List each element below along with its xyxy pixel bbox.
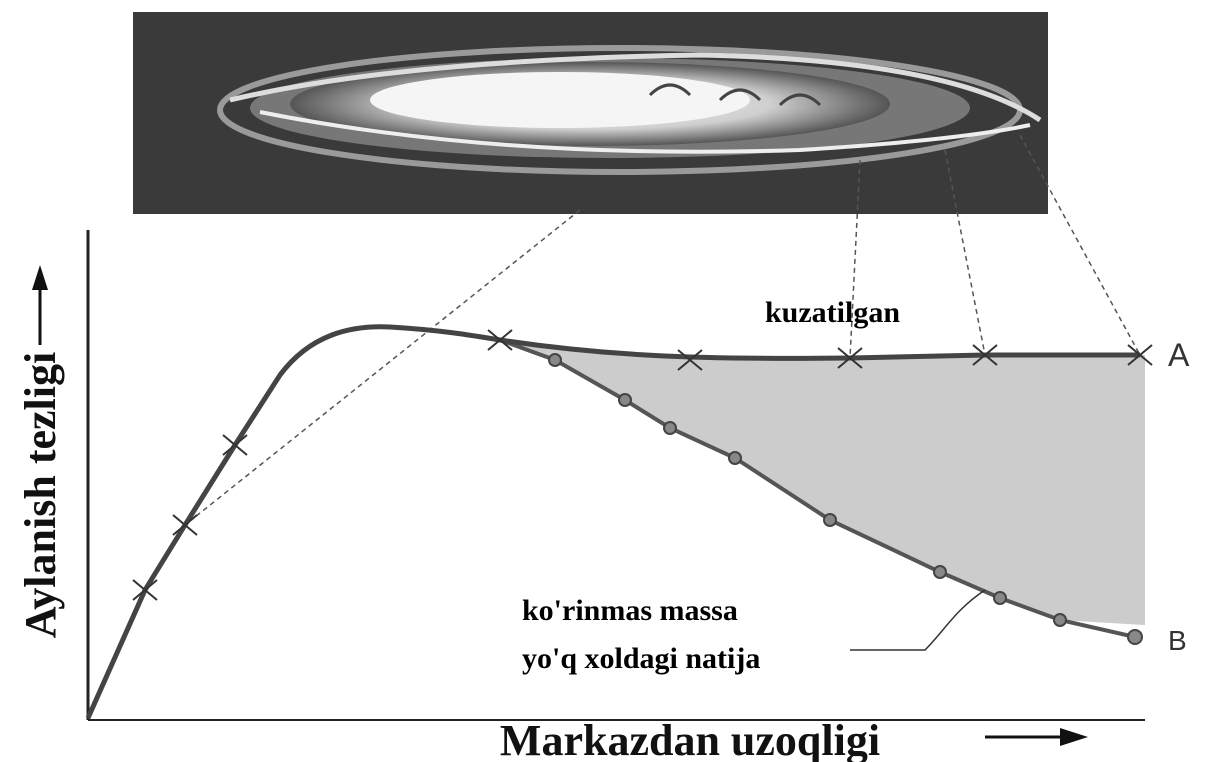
annotation-line1: ko'rinmas massa (522, 594, 738, 627)
annotation-line2: yo'q xoldagi natija (522, 642, 760, 675)
x-axis-label: Markazdan uzoqligi (500, 716, 880, 762)
curve-a-label: A (1168, 337, 1190, 373)
x-axis-arrow (985, 728, 1088, 746)
y-axis-arrow (32, 265, 48, 345)
curve-b (499, 338, 1136, 639)
observed-label: kuzatilgan (765, 296, 900, 329)
axes (86, 230, 1145, 721)
curve-a (85, 324, 1140, 720)
dark-matter-region (500, 340, 1145, 625)
y-axis-label: Aylanish tezligi (16, 352, 65, 638)
curve-b-label: B (1168, 625, 1187, 656)
galaxy-image (133, 12, 1048, 214)
projection-lines (184, 134, 1141, 526)
curve-a-crosses (132, 329, 1153, 601)
curve-b-points (548, 353, 1143, 645)
annotation-pointer (850, 589, 986, 651)
